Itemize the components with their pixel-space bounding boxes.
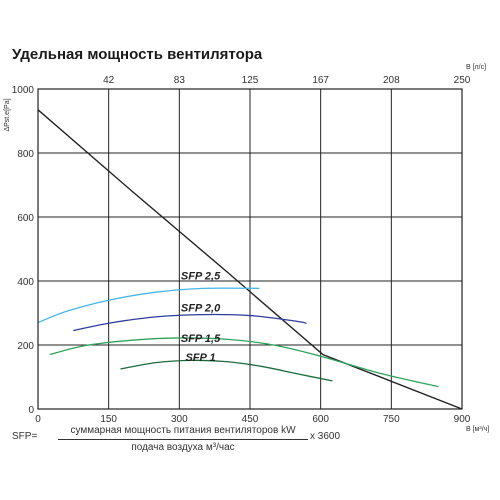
y-tick-label: 600 [17,213,34,224]
x2-tick-label: 125 [242,75,259,86]
sfp-curve-label: SFP 1 [185,352,215,364]
plot-frame [37,88,463,410]
fan-characteristic-line [37,109,463,410]
sfp-curve-label: SFP 2,5 [181,270,221,282]
formula-fraction-bar [58,439,308,440]
sfp-curve [120,359,333,382]
series-layer [37,109,463,410]
grid-layer [38,89,462,409]
x-tick-label: 150 [100,414,117,425]
x2-tick-label: 208 [383,75,400,86]
y-tick-label: 0 [28,405,34,416]
y-tick-label: 800 [17,149,34,160]
x-tick-label: 600 [312,414,329,425]
y-tick-label: 1000 [12,85,35,96]
x2-tick-label: 83 [174,75,186,86]
sfp-curve [49,337,439,388]
sfp-curve [73,313,307,332]
label-layer: SFP 2,5 SFP 2,0 SFP 1,5 SFP 1 [181,270,221,364]
x2-tick-label: 167 [312,75,329,86]
formula-denominator: подача воздуха м³/час [131,442,235,453]
x2-tick-label: 42 [103,75,115,86]
axis-layer: 0 150 300 450 600 750 900 0 200 400 600 800 1000 42 83… [4,64,489,433]
sfp-formula: SFP= суммарная мощность питания вентилят… [12,425,492,465]
x2-tick-label: 250 [454,75,471,86]
sfp-curve-label: SFP 1,5 [181,333,221,345]
y-axis-label: ΔPst.e[Pa] [4,98,11,131]
x-axis-label: В [м³/ч] [466,426,489,433]
y-tick-label: 400 [17,277,34,288]
formula-lhs: SFP= [12,431,38,442]
formula-multiplier: x 3600 [310,431,341,442]
chart-title: Удельная мощность вентилятора [12,46,263,63]
formula-numerator: суммарная мощность питания вентиляторов … [70,425,296,436]
x2-axis-label: В [л/с] [466,64,486,71]
sfp-curve [37,287,260,324]
x-tick-label: 900 [454,414,471,425]
x-tick-label: 450 [242,414,259,425]
sfp-curve-label: SFP 2,0 [181,302,221,314]
x-tick-label: 750 [383,414,400,425]
y-tick-label: 200 [17,341,34,352]
x-tick-label: 0 [35,414,41,425]
x-tick-label: 300 [171,414,188,425]
